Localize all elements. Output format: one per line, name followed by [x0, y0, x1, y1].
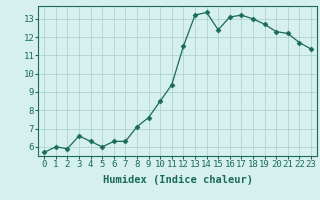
- X-axis label: Humidex (Indice chaleur): Humidex (Indice chaleur): [103, 175, 252, 185]
